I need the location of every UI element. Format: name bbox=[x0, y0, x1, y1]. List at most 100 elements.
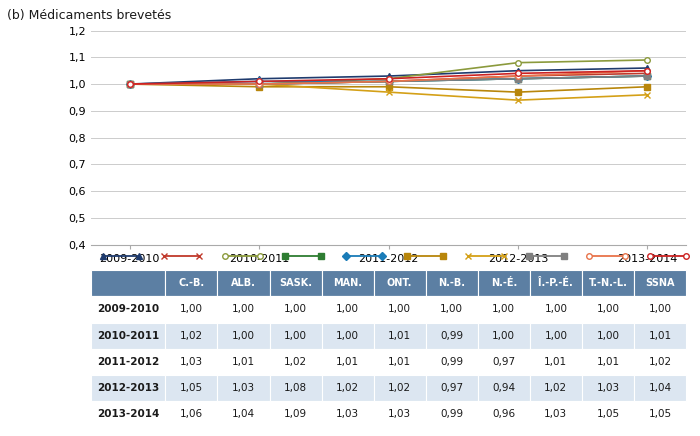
FancyBboxPatch shape bbox=[270, 323, 321, 349]
Text: 1,01: 1,01 bbox=[336, 357, 359, 367]
FancyBboxPatch shape bbox=[91, 323, 165, 349]
Text: SSNA: SSNA bbox=[645, 278, 675, 288]
FancyBboxPatch shape bbox=[634, 375, 686, 401]
FancyBboxPatch shape bbox=[165, 375, 218, 401]
Text: 1,01: 1,01 bbox=[232, 357, 255, 367]
Text: 2011-2012: 2011-2012 bbox=[97, 357, 160, 367]
Text: 1,00: 1,00 bbox=[545, 330, 567, 341]
Text: 1,06: 1,06 bbox=[180, 409, 203, 419]
FancyBboxPatch shape bbox=[218, 270, 270, 296]
FancyBboxPatch shape bbox=[426, 323, 477, 349]
Text: 0,99: 0,99 bbox=[440, 330, 463, 341]
FancyBboxPatch shape bbox=[530, 323, 582, 349]
Text: 1,02: 1,02 bbox=[284, 357, 307, 367]
FancyBboxPatch shape bbox=[270, 349, 321, 375]
FancyBboxPatch shape bbox=[426, 375, 477, 401]
Text: 1,03: 1,03 bbox=[545, 409, 568, 419]
Text: 1,08: 1,08 bbox=[284, 383, 307, 393]
FancyBboxPatch shape bbox=[91, 401, 165, 427]
FancyBboxPatch shape bbox=[634, 401, 686, 427]
Text: 1,02: 1,02 bbox=[180, 330, 203, 341]
FancyBboxPatch shape bbox=[165, 401, 218, 427]
Text: SASK.: SASK. bbox=[279, 278, 312, 288]
FancyBboxPatch shape bbox=[530, 375, 582, 401]
FancyBboxPatch shape bbox=[582, 375, 634, 401]
Text: 1,00: 1,00 bbox=[545, 304, 567, 314]
Text: 1,03: 1,03 bbox=[596, 383, 620, 393]
FancyBboxPatch shape bbox=[634, 296, 686, 323]
FancyBboxPatch shape bbox=[530, 401, 582, 427]
FancyBboxPatch shape bbox=[477, 323, 530, 349]
FancyBboxPatch shape bbox=[165, 270, 218, 296]
FancyBboxPatch shape bbox=[321, 323, 374, 349]
Text: 1,00: 1,00 bbox=[284, 330, 307, 341]
Text: 0,94: 0,94 bbox=[492, 383, 515, 393]
Text: 1,00: 1,00 bbox=[284, 304, 307, 314]
FancyBboxPatch shape bbox=[270, 375, 321, 401]
FancyBboxPatch shape bbox=[270, 270, 321, 296]
FancyBboxPatch shape bbox=[634, 270, 686, 296]
Text: 1,00: 1,00 bbox=[389, 304, 411, 314]
FancyBboxPatch shape bbox=[374, 349, 426, 375]
Text: 2012-2013: 2012-2013 bbox=[97, 383, 160, 393]
Text: 1,04: 1,04 bbox=[648, 383, 671, 393]
Text: 1,03: 1,03 bbox=[232, 383, 255, 393]
Text: 0,97: 0,97 bbox=[492, 357, 515, 367]
FancyBboxPatch shape bbox=[477, 401, 530, 427]
FancyBboxPatch shape bbox=[91, 349, 165, 375]
Text: 1,00: 1,00 bbox=[440, 304, 463, 314]
FancyBboxPatch shape bbox=[530, 270, 582, 296]
FancyBboxPatch shape bbox=[218, 401, 270, 427]
Text: 0,99: 0,99 bbox=[440, 409, 463, 419]
FancyBboxPatch shape bbox=[634, 323, 686, 349]
Text: N.-É.: N.-É. bbox=[491, 278, 517, 288]
Text: 1,00: 1,00 bbox=[336, 304, 359, 314]
Text: 0,99: 0,99 bbox=[440, 357, 463, 367]
Text: MAN.: MAN. bbox=[333, 278, 362, 288]
Text: 1,03: 1,03 bbox=[180, 357, 203, 367]
Text: C.-B.: C.-B. bbox=[178, 278, 204, 288]
FancyBboxPatch shape bbox=[426, 270, 477, 296]
Text: 1,09: 1,09 bbox=[284, 409, 307, 419]
FancyBboxPatch shape bbox=[270, 401, 321, 427]
FancyBboxPatch shape bbox=[426, 296, 477, 323]
Text: 1,00: 1,00 bbox=[596, 304, 620, 314]
FancyBboxPatch shape bbox=[374, 270, 426, 296]
Text: 1,01: 1,01 bbox=[388, 330, 411, 341]
Text: 1,00: 1,00 bbox=[596, 330, 620, 341]
FancyBboxPatch shape bbox=[218, 349, 270, 375]
Text: 0,96: 0,96 bbox=[492, 409, 515, 419]
Text: 0,97: 0,97 bbox=[440, 383, 463, 393]
FancyBboxPatch shape bbox=[634, 349, 686, 375]
Text: 1,01: 1,01 bbox=[648, 330, 671, 341]
FancyBboxPatch shape bbox=[582, 323, 634, 349]
Text: 2009-2010: 2009-2010 bbox=[97, 304, 160, 314]
Text: 1,00: 1,00 bbox=[232, 330, 255, 341]
FancyBboxPatch shape bbox=[321, 270, 374, 296]
FancyBboxPatch shape bbox=[582, 296, 634, 323]
Text: ONT.: ONT. bbox=[387, 278, 412, 288]
FancyBboxPatch shape bbox=[582, 349, 634, 375]
Text: 1,00: 1,00 bbox=[336, 330, 359, 341]
Text: 1,02: 1,02 bbox=[545, 383, 568, 393]
FancyBboxPatch shape bbox=[165, 296, 218, 323]
FancyBboxPatch shape bbox=[530, 296, 582, 323]
FancyBboxPatch shape bbox=[374, 323, 426, 349]
FancyBboxPatch shape bbox=[477, 349, 530, 375]
FancyBboxPatch shape bbox=[91, 375, 165, 401]
FancyBboxPatch shape bbox=[321, 375, 374, 401]
Text: 1,00: 1,00 bbox=[492, 304, 515, 314]
FancyBboxPatch shape bbox=[270, 296, 321, 323]
FancyBboxPatch shape bbox=[426, 349, 477, 375]
Text: 1,05: 1,05 bbox=[596, 409, 620, 419]
Text: (b) Médicaments brevetés: (b) Médicaments brevetés bbox=[7, 9, 172, 22]
Text: Î.-P.-É.: Î.-P.-É. bbox=[538, 278, 573, 288]
FancyBboxPatch shape bbox=[321, 349, 374, 375]
Text: 1,05: 1,05 bbox=[180, 383, 203, 393]
FancyBboxPatch shape bbox=[91, 296, 165, 323]
Text: 1,03: 1,03 bbox=[388, 409, 411, 419]
Text: 1,00: 1,00 bbox=[492, 330, 515, 341]
Text: 1,02: 1,02 bbox=[388, 383, 411, 393]
FancyBboxPatch shape bbox=[477, 270, 530, 296]
Text: 1,01: 1,01 bbox=[388, 357, 411, 367]
